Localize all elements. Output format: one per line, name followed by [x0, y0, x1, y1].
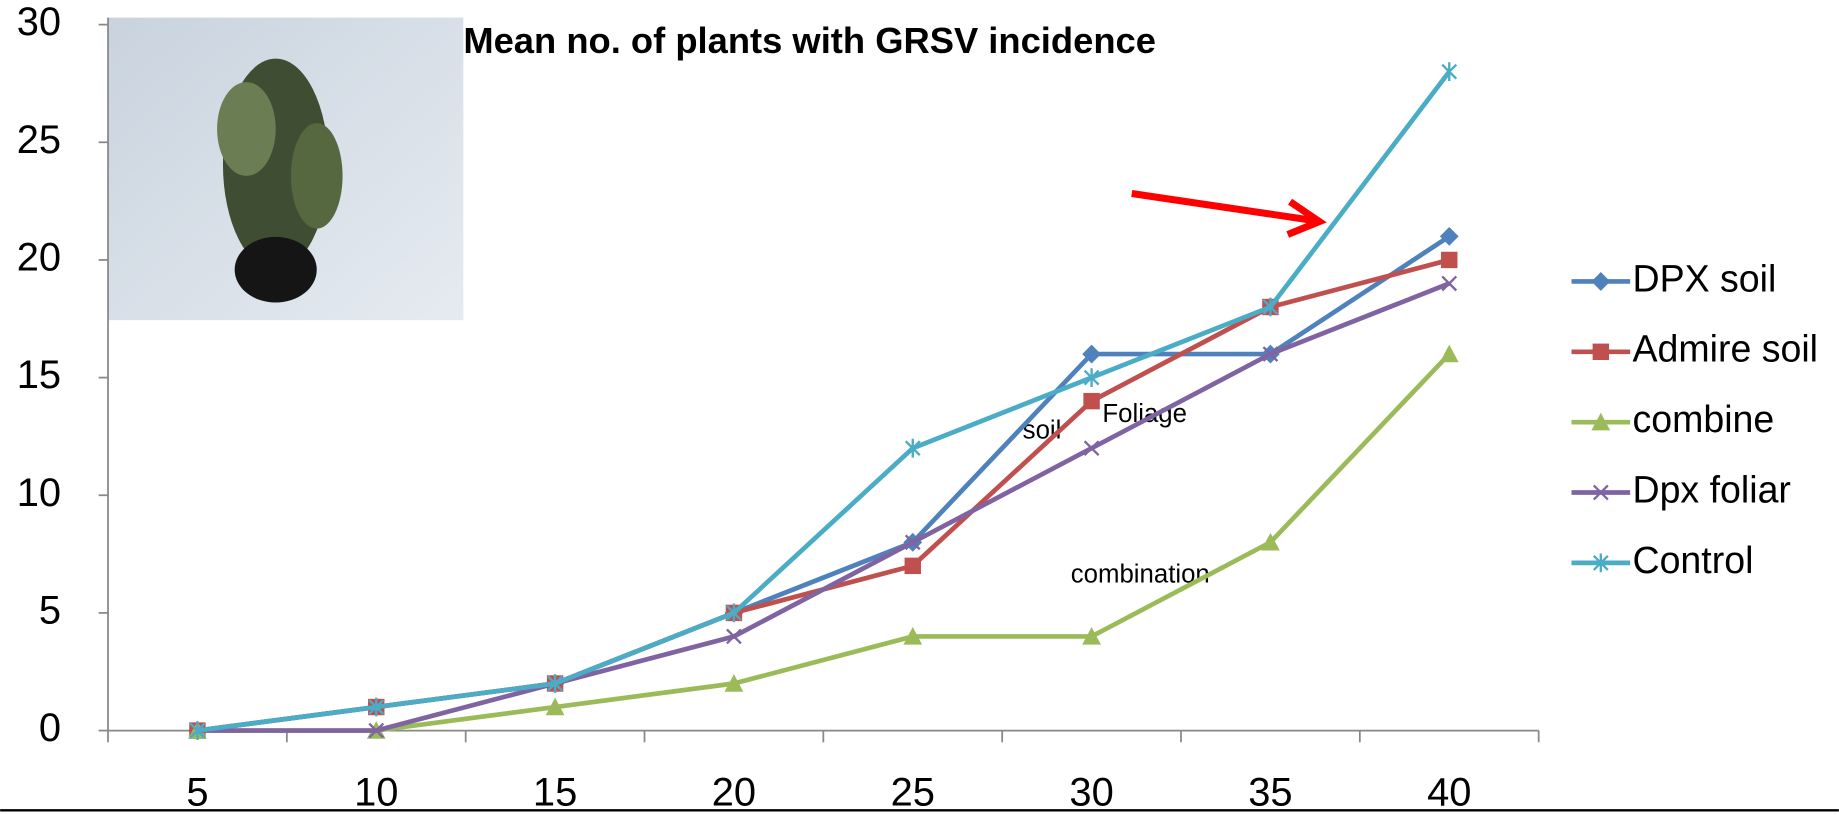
- x-tick-label: 25: [891, 771, 935, 815]
- series-line: [197, 354, 1449, 731]
- y-tick-label: 30: [17, 0, 61, 44]
- legend-marker: [1591, 272, 1610, 291]
- chart: Mean no. of plants with GRSV incidence s…: [0, 0, 1839, 815]
- data-point: [1440, 345, 1459, 363]
- x-tick-label: 35: [1248, 771, 1292, 815]
- data-point: [1441, 252, 1457, 268]
- legend-label: combine: [1632, 398, 1774, 440]
- legend-label: Control: [1632, 539, 1753, 581]
- x-tick-label: 40: [1427, 771, 1471, 815]
- x-tick-label: 15: [533, 771, 577, 815]
- x-tick-label: 30: [1069, 771, 1113, 815]
- red-arrow: [1132, 193, 1320, 234]
- series-line: [197, 283, 1449, 730]
- data-point: [1083, 393, 1099, 409]
- y-tick-label: 20: [17, 235, 61, 279]
- y-tick-label: 10: [17, 471, 61, 515]
- legend-label: Dpx foliar: [1632, 468, 1790, 510]
- page: {"chart_data": {"type": "line", "title":…: [0, 0, 1839, 815]
- data-point: [1442, 62, 1456, 81]
- legend-label: Admire soil: [1632, 328, 1818, 370]
- y-tick-label: 5: [39, 588, 61, 632]
- photo-inset: [108, 18, 463, 321]
- y-tick-label: 0: [39, 706, 61, 750]
- y-tick-label: 25: [17, 118, 61, 162]
- chart-title: Mean no. of plants with GRSV incidence: [463, 20, 1156, 61]
- legend-label: DPX soil: [1632, 257, 1776, 299]
- legend-marker: [1593, 344, 1609, 360]
- x-tick-label: 10: [354, 771, 398, 815]
- x-tick-label: 5: [186, 771, 208, 815]
- y-tick-label: 15: [17, 353, 61, 397]
- x-tick-label: 20: [712, 771, 756, 815]
- data-point: [905, 558, 921, 574]
